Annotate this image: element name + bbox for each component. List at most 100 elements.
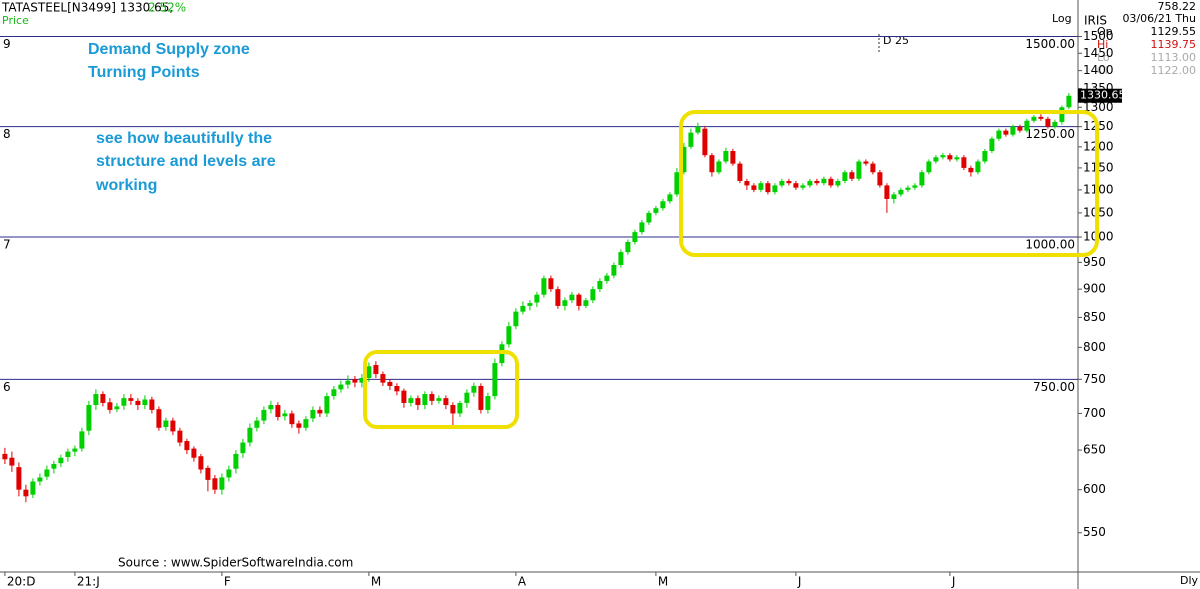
candle-body: [100, 394, 106, 403]
candle-body: [471, 385, 477, 393]
annotation: see how beautifully the: [96, 130, 272, 147]
candle-body: [65, 451, 71, 457]
y-tick-label: 900: [1083, 282, 1106, 296]
annotation: structure and levels are: [96, 153, 276, 170]
candle-body: [359, 377, 365, 383]
candle-body: [681, 146, 687, 173]
candle-body: [485, 396, 491, 410]
candle-body: [527, 303, 533, 306]
candle-body: [576, 294, 582, 306]
x-tick-label: 21:J: [77, 575, 100, 589]
x-tick-label: 20:D: [7, 575, 36, 589]
candle-body: [1031, 116, 1037, 121]
x-tick-label: M: [371, 575, 381, 589]
candle-body: [478, 385, 484, 410]
y-tick-label: 650: [1083, 443, 1106, 457]
candle-body: [373, 365, 379, 375]
candle-body: [422, 394, 428, 406]
y-tick-label: 700: [1083, 406, 1106, 420]
candle-body: [541, 278, 547, 295]
level-label: 1500.00: [1025, 37, 1075, 51]
x-tick-label: M: [658, 575, 668, 589]
candle-body: [464, 392, 470, 403]
candle-body: [961, 157, 967, 168]
candle-body: [121, 398, 127, 406]
candle-body: [744, 180, 750, 186]
candle-body: [786, 180, 792, 184]
candle-body: [737, 163, 743, 181]
candle-body: [590, 289, 596, 301]
candle-body: [275, 405, 281, 417]
y-tick-label: 1400: [1083, 63, 1114, 77]
candle-body: [702, 128, 708, 156]
candle-body: [261, 409, 267, 421]
candle-body: [842, 172, 848, 181]
candle-body: [828, 178, 834, 186]
candle-body: [751, 185, 757, 190]
info-val: 1122.00: [1151, 64, 1197, 77]
zone-box: [679, 110, 1099, 257]
candle-body: [429, 394, 435, 401]
candle-body: [646, 212, 652, 223]
candle-body: [723, 151, 729, 162]
info-key: Lo: [1097, 51, 1110, 64]
candle-body: [30, 481, 36, 495]
info-val: 1139.75: [1151, 38, 1197, 51]
candle-body: [954, 157, 960, 160]
candle-body: [940, 155, 946, 158]
candle-body: [128, 398, 134, 401]
level-label: 1250.00: [1025, 127, 1075, 141]
candle-body: [163, 420, 169, 428]
candle-body: [898, 189, 904, 195]
candle-body: [170, 420, 176, 432]
candle-body: [534, 294, 540, 303]
candle-body: [72, 448, 78, 452]
candle-body: [611, 265, 617, 276]
candle-body: [331, 389, 337, 397]
candle-body: [688, 132, 694, 147]
y-tick-label: 1450: [1083, 46, 1114, 60]
change: 2.52%: [148, 1, 186, 15]
info-date: 03/06/21 Thu: [1122, 12, 1196, 25]
y-tick-label: 550: [1083, 525, 1106, 539]
candle-body: [23, 489, 29, 497]
info-key: Op: [1097, 25, 1113, 38]
plot: 5506006507007508008509009501000105011001…: [0, 29, 1114, 589]
info-value: 758.22: [1158, 0, 1197, 13]
candle-body: [149, 399, 155, 410]
candle-body: [184, 441, 190, 451]
candle-body: [597, 280, 603, 290]
info-val: 1129.55: [1151, 25, 1197, 38]
indicator: IRIS: [1084, 14, 1107, 28]
zone-box: [363, 350, 519, 429]
candle-body: [716, 161, 722, 173]
candle-body: [639, 222, 645, 233]
candle-body: [254, 420, 260, 428]
y-tick-label: 850: [1083, 310, 1106, 324]
candle-body: [212, 478, 218, 490]
candle-body: [996, 130, 1002, 139]
candle-body: [345, 380, 351, 385]
candle-body: [695, 126, 701, 133]
candle-body: [618, 252, 624, 266]
candle-body: [394, 385, 400, 392]
candle-body: [632, 232, 638, 243]
candle-body: [93, 394, 99, 406]
candle-body: [380, 374, 386, 383]
candle-body: [779, 180, 785, 186]
candle-body: [86, 405, 92, 431]
candle-body: [660, 201, 666, 209]
candle-body: [443, 398, 449, 406]
candle-body: [1059, 107, 1065, 122]
candle-body: [79, 431, 85, 449]
candle-body: [562, 300, 568, 306]
candle-body: [968, 167, 974, 173]
candle-body: [870, 163, 876, 173]
candle-body: [1010, 126, 1016, 135]
candle-body: [492, 363, 498, 397]
candle-body: [1066, 95, 1072, 108]
candle-body: [310, 409, 316, 419]
candle-body: [933, 157, 939, 162]
